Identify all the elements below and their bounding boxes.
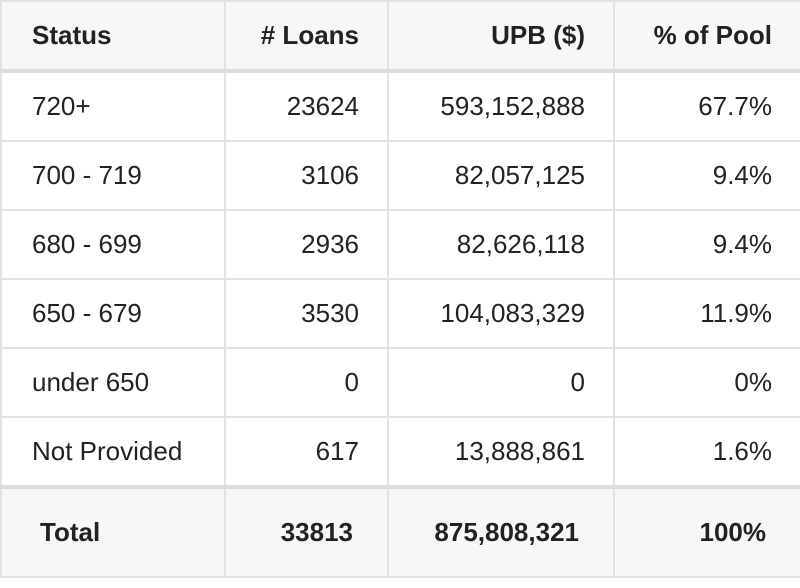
table-row: 700 - 719 3106 82,057,125 9.4% (0, 140, 800, 211)
table-row: 720+ 23624 593,152,888 67.7% (0, 70, 800, 142)
table-row: 680 - 699 2936 82,626,118 9.4% (0, 209, 800, 280)
table-cell: 3106 (224, 140, 389, 211)
table-cell: 13,888,861 (387, 416, 615, 488)
table-cell: 0 (224, 347, 389, 418)
table-cell: 617 (224, 416, 389, 488)
header-cell: # Loans (224, 0, 389, 73)
table-cell: under 650 (0, 347, 226, 418)
table-cell: 23624 (224, 70, 389, 142)
header-row: Status # Loans UPB ($)% of Pool (0, 0, 800, 73)
table-cell: 1.6% (613, 416, 800, 488)
table-cell: 82,626,118 (387, 209, 615, 280)
table-cell: 593,152,888 (387, 70, 615, 142)
table-cell: 680 - 699 (0, 209, 226, 280)
table-cell: 9.4% (613, 140, 800, 211)
table-row: Not Provided 617 13,888,861 1.6% (0, 416, 800, 488)
table-body: 720+ 23624 593,152,888 67.7% 700 - 719 3106 82… (0, 70, 800, 488)
table-cell: 104,083,329 (387, 278, 615, 349)
table-row: 650 - 679 3530 104,083,329 11.9% (0, 278, 800, 349)
table-cell: 67.7% (613, 70, 800, 142)
header-cell: % of Pool (613, 0, 800, 73)
table-cell: 0 (387, 347, 615, 418)
total-row: Total 33813 875,808,321 100% (0, 485, 800, 578)
total-cell: 33813 (224, 485, 389, 578)
table-row: under 650 0 0 0% (0, 347, 800, 418)
table-cell: 650 - 679 (0, 278, 226, 349)
total-cell: 100% (613, 485, 800, 578)
table-cell: 9.4% (613, 209, 800, 280)
table-cell: 0% (613, 347, 800, 418)
table-cell: 3530 (224, 278, 389, 349)
table-cell: 82,057,125 (387, 140, 615, 211)
table-cell: Not Provided (0, 416, 226, 488)
header-cell: UPB ($) (387, 0, 615, 73)
table-cell: 720+ (0, 70, 226, 142)
total-cell: 875,808,321 (387, 485, 615, 578)
header-cell: Status (0, 0, 226, 73)
table-cell: 11.9% (613, 278, 800, 349)
table-cell: 2936 (224, 209, 389, 280)
table-cell: 700 - 719 (0, 140, 226, 211)
total-cell: Total (0, 485, 226, 578)
